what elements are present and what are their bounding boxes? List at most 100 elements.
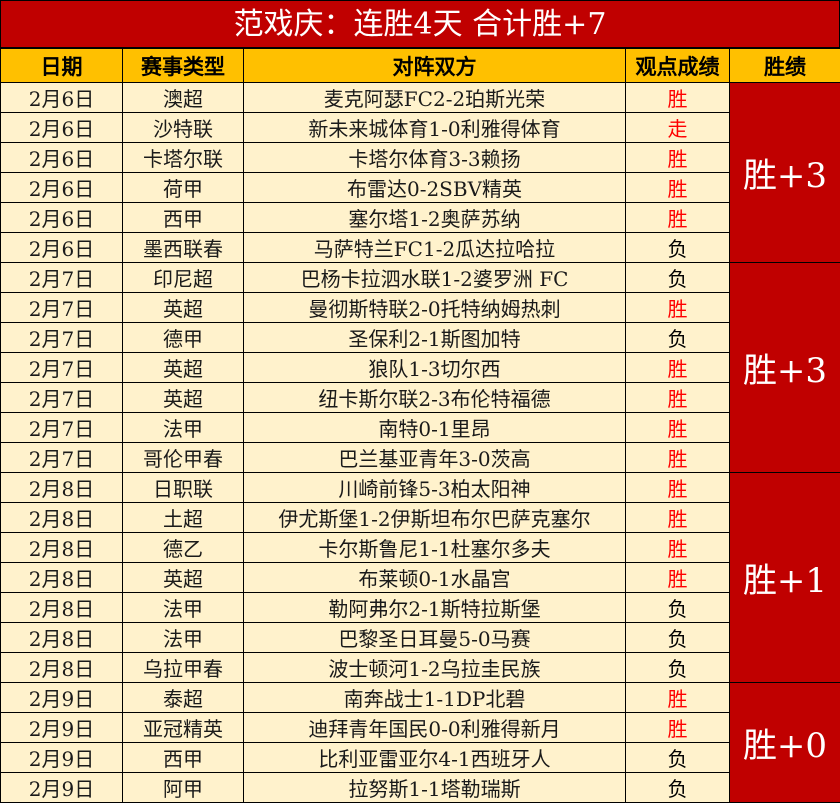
match-cell: 纽卡斯尔联2-3布伦特福德: [244, 383, 626, 413]
result-cell: 胜: [626, 413, 730, 443]
result-cell: 胜: [626, 443, 730, 473]
header-result: 观点成绩: [626, 49, 730, 83]
match-cell: 卡塔尔体育3-3赖扬: [244, 143, 626, 173]
header-date: 日期: [1, 49, 123, 83]
total-cell: 胜+3: [730, 83, 840, 263]
match-cell: 拉努斯1-1塔勒瑞斯: [244, 773, 626, 803]
result-cell: 胜: [626, 473, 730, 503]
match-cell: 塞尔塔1-2奥萨苏纳: [244, 203, 626, 233]
date-cell: 2月6日: [1, 143, 123, 173]
total-cell: 胜+1: [730, 473, 840, 683]
match-cell: 波士顿河1-2乌拉圭民族: [244, 653, 626, 683]
date-cell: 2月6日: [1, 83, 123, 113]
table-row: 2月7日英超曼彻斯特联2-0托特纳姆热刺胜: [1, 293, 840, 323]
table-row: 2月9日阿甲拉努斯1-1塔勒瑞斯负: [1, 773, 840, 803]
league-cell: 阿甲: [123, 773, 244, 803]
table-row: 2月9日西甲比利亚雷亚尔4-1西班牙人负: [1, 743, 840, 773]
league-cell: 澳超: [123, 83, 244, 113]
table-row: 2月8日法甲勒阿弗尔2-1斯特拉斯堡负: [1, 593, 840, 623]
match-cell: 迪拜青年国民0-0利雅得新月: [244, 713, 626, 743]
result-cell: 负: [626, 623, 730, 653]
league-cell: 亚冠精英: [123, 713, 244, 743]
league-cell: 印尼超: [123, 263, 244, 293]
result-cell: 负: [626, 593, 730, 623]
result-cell: 胜: [626, 713, 730, 743]
match-cell: 勒阿弗尔2-1斯特拉斯堡: [244, 593, 626, 623]
match-cell: 巴杨卡拉泗水联1-2婆罗洲 FC: [244, 263, 626, 293]
table-row: 2月6日沙特联新未来城体育1-0利雅得体育走: [1, 113, 840, 143]
date-cell: 2月7日: [1, 293, 123, 323]
match-cell: 卡尔斯鲁尼1-1杜塞尔多夫: [244, 533, 626, 563]
table-row: 2月8日法甲巴黎圣日耳曼5-0马赛负: [1, 623, 840, 653]
match-cell: 南奔战士1-1DP北碧: [244, 683, 626, 713]
date-cell: 2月9日: [1, 713, 123, 743]
league-cell: 日职联: [123, 473, 244, 503]
date-cell: 2月8日: [1, 533, 123, 563]
result-cell: 走: [626, 113, 730, 143]
match-cell: 麦克阿瑟FC2-2珀斯光荣: [244, 83, 626, 113]
result-cell: 负: [626, 233, 730, 263]
result-cell: 胜: [626, 503, 730, 533]
result-cell: 胜: [626, 143, 730, 173]
result-cell: 胜: [626, 563, 730, 593]
league-cell: 泰超: [123, 683, 244, 713]
match-cell: 巴黎圣日耳曼5-0马赛: [244, 623, 626, 653]
date-cell: 2月9日: [1, 773, 123, 803]
table-row: 2月7日英超狼队1-3切尔西胜: [1, 353, 840, 383]
table-row: 2月9日泰超南奔战士1-1DP北碧胜胜+0: [1, 683, 840, 713]
match-cell: 伊尤斯堡1-2伊斯坦布尔巴萨克塞尔: [244, 503, 626, 533]
results-table: 日期 赛事类型 对阵双方 观点成绩 胜绩 2月6日澳超麦克阿瑟FC2-2珀斯光荣…: [0, 48, 840, 803]
result-cell: 负: [626, 263, 730, 293]
date-cell: 2月8日: [1, 563, 123, 593]
table-row: 2月6日澳超麦克阿瑟FC2-2珀斯光荣胜胜+3: [1, 83, 840, 113]
result-cell: 胜: [626, 293, 730, 323]
header-row: 日期 赛事类型 对阵双方 观点成绩 胜绩: [1, 49, 840, 83]
date-cell: 2月6日: [1, 113, 123, 143]
table-row: 2月6日荷甲布雷达0-2SBV精英胜: [1, 173, 840, 203]
table-row: 2月8日土超伊尤斯堡1-2伊斯坦布尔巴萨克塞尔胜: [1, 503, 840, 533]
match-cell: 曼彻斯特联2-0托特纳姆热刺: [244, 293, 626, 323]
page-title: 范戏庆：连胜4天 合计胜+7: [0, 0, 840, 48]
header-league: 赛事类型: [123, 49, 244, 83]
date-cell: 2月8日: [1, 653, 123, 683]
result-cell: 胜: [626, 203, 730, 233]
result-cell: 胜: [626, 683, 730, 713]
table-row: 2月7日法甲南特0-1里昂胜: [1, 413, 840, 443]
match-cell: 马萨特兰FC1-2瓜达拉哈拉: [244, 233, 626, 263]
league-cell: 英超: [123, 563, 244, 593]
result-cell: 胜: [626, 533, 730, 563]
league-cell: 土超: [123, 503, 244, 533]
league-cell: 荷甲: [123, 173, 244, 203]
league-cell: 西甲: [123, 743, 244, 773]
match-cell: 狼队1-3切尔西: [244, 353, 626, 383]
match-cell: 布莱顿0-1水晶宫: [244, 563, 626, 593]
date-cell: 2月8日: [1, 503, 123, 533]
league-cell: 墨西联春: [123, 233, 244, 263]
total-cell: 胜+3: [730, 263, 840, 473]
date-cell: 2月6日: [1, 233, 123, 263]
result-cell: 负: [626, 653, 730, 683]
league-cell: 德乙: [123, 533, 244, 563]
table-row: 2月7日英超纽卡斯尔联2-3布伦特福德胜: [1, 383, 840, 413]
match-cell: 新未来城体育1-0利雅得体育: [244, 113, 626, 143]
date-cell: 2月6日: [1, 203, 123, 233]
league-cell: 法甲: [123, 623, 244, 653]
match-cell: 圣保利2-1斯图加特: [244, 323, 626, 353]
match-cell: 布雷达0-2SBV精英: [244, 173, 626, 203]
header-match: 对阵双方: [244, 49, 626, 83]
header-total: 胜绩: [730, 49, 840, 83]
table-row: 2月6日西甲塞尔塔1-2奥萨苏纳胜: [1, 203, 840, 233]
table-row: 2月7日德甲圣保利2-1斯图加特负: [1, 323, 840, 353]
league-cell: 德甲: [123, 323, 244, 353]
table-row: 2月9日亚冠精英迪拜青年国民0-0利雅得新月胜: [1, 713, 840, 743]
date-cell: 2月7日: [1, 323, 123, 353]
date-cell: 2月7日: [1, 383, 123, 413]
date-cell: 2月8日: [1, 473, 123, 503]
league-cell: 英超: [123, 383, 244, 413]
date-cell: 2月8日: [1, 623, 123, 653]
result-cell: 负: [626, 743, 730, 773]
result-cell: 胜: [626, 383, 730, 413]
league-cell: 英超: [123, 293, 244, 323]
match-cell: 巴兰基亚青年3-0茨高: [244, 443, 626, 473]
table-row: 2月8日德乙卡尔斯鲁尼1-1杜塞尔多夫胜: [1, 533, 840, 563]
